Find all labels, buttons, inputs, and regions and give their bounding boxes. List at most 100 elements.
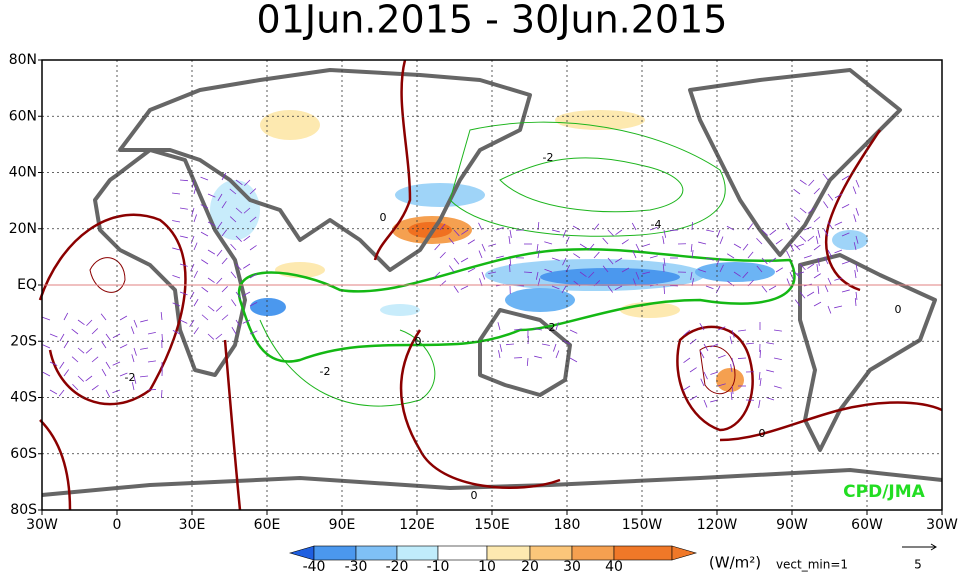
colorbar-label: 30 <box>563 559 581 575</box>
wind-vector <box>544 268 553 273</box>
wind-vector <box>841 261 850 265</box>
x-tick-label: 150E <box>474 517 510 533</box>
wind-vector <box>508 236 511 245</box>
wind-vector <box>215 305 223 312</box>
y-tick-label: 80N <box>9 52 37 68</box>
wind-vector <box>786 250 791 259</box>
wind-vector <box>834 249 843 254</box>
x-tick-label: 180 <box>554 517 581 533</box>
x-tick-label: 30E <box>179 517 206 533</box>
wind-vector <box>433 271 441 278</box>
wind-vector <box>803 255 812 259</box>
wind-vector <box>822 173 829 181</box>
colorbar-box <box>396 545 439 561</box>
wind-vector <box>229 188 237 195</box>
wind-vector <box>544 241 553 245</box>
wind-vector <box>799 291 806 299</box>
wind-vector <box>799 235 807 242</box>
colorbar-label: -10 <box>427 559 450 575</box>
wind-vector <box>841 289 850 293</box>
wind-vector <box>235 235 242 242</box>
wind-vector <box>161 389 163 399</box>
colorbar-label: -20 <box>386 559 409 575</box>
wind-vector <box>747 251 754 259</box>
wind-vector <box>773 385 782 389</box>
wind-vector <box>105 333 112 341</box>
wind-vector <box>478 222 483 231</box>
wind-vector <box>717 326 726 331</box>
wind-vector <box>834 221 843 226</box>
wind-vector <box>58 389 65 397</box>
wind-vector <box>719 236 724 245</box>
wind-vector <box>453 257 460 265</box>
wind-vector <box>553 343 557 352</box>
wind-vector <box>86 319 93 327</box>
wind-vector <box>243 235 251 242</box>
wind-vector <box>249 188 257 195</box>
wind-vector <box>71 328 79 335</box>
wind-vector <box>179 319 188 324</box>
colorbar-label: -40 <box>303 559 326 575</box>
wind-vector <box>662 264 665 273</box>
wind-vector <box>841 175 850 181</box>
wind-vector <box>602 265 609 273</box>
wind-vector <box>813 301 822 307</box>
x-tick-label: 90E <box>329 517 356 533</box>
wind-vector <box>91 328 99 335</box>
credit: CPD/JMA <box>843 482 925 502</box>
anomaly <box>260 110 320 140</box>
wind-vector <box>179 235 188 239</box>
wind-vector <box>731 329 735 338</box>
wind-vector <box>119 372 128 377</box>
wind-vector <box>756 265 763 273</box>
contour-label: -2 <box>320 365 331 378</box>
wind-vector <box>827 193 834 201</box>
contour <box>719 401 943 442</box>
north-america <box>688 68 902 257</box>
wind-vector <box>453 285 459 293</box>
wind-vector <box>72 383 79 391</box>
wind-vector <box>200 231 209 237</box>
wind-vector <box>705 257 714 261</box>
wind-vector <box>766 369 775 373</box>
wind-vector <box>242 291 251 297</box>
anomaly <box>695 262 775 282</box>
wind-vector <box>726 225 735 231</box>
title: 01Jun.2015 - 30Jun.2015 <box>257 0 728 42</box>
y-tick-label: 20N <box>9 221 37 237</box>
y-tick-label: 20S <box>10 333 37 349</box>
wind-vector <box>235 179 243 186</box>
wind-vector <box>179 263 188 267</box>
wind-vector <box>200 176 209 181</box>
colorbar-box <box>571 545 615 561</box>
wind-vector <box>85 375 93 382</box>
wind-vector <box>172 220 181 223</box>
x-tick-label: 120E <box>399 517 435 533</box>
wind-vector <box>42 344 51 349</box>
wind-vector <box>775 238 783 245</box>
wind-vector <box>853 214 857 223</box>
wind-vector <box>191 179 195 188</box>
australia <box>478 308 572 397</box>
wind-vector <box>705 229 714 233</box>
wind-vector <box>448 265 455 273</box>
wind-vector <box>769 257 777 263</box>
wind-vector <box>526 357 529 367</box>
wind-vector <box>147 360 156 363</box>
wind-vector <box>817 257 820 266</box>
wind-vector <box>230 243 237 251</box>
contour-label: 0 <box>415 335 422 348</box>
wind-vector <box>817 229 821 238</box>
wind-vector <box>705 285 714 290</box>
shading <box>210 110 868 392</box>
wind-vector <box>100 313 107 321</box>
wind-vector <box>230 271 237 279</box>
wind-vector <box>683 357 691 364</box>
wind-vector <box>130 326 135 335</box>
x-tick-label: 60W <box>851 517 883 533</box>
wind-vector <box>806 291 815 297</box>
wind-vector <box>201 314 209 321</box>
contour-label: 0 <box>895 303 902 316</box>
wind-vector <box>140 319 149 323</box>
